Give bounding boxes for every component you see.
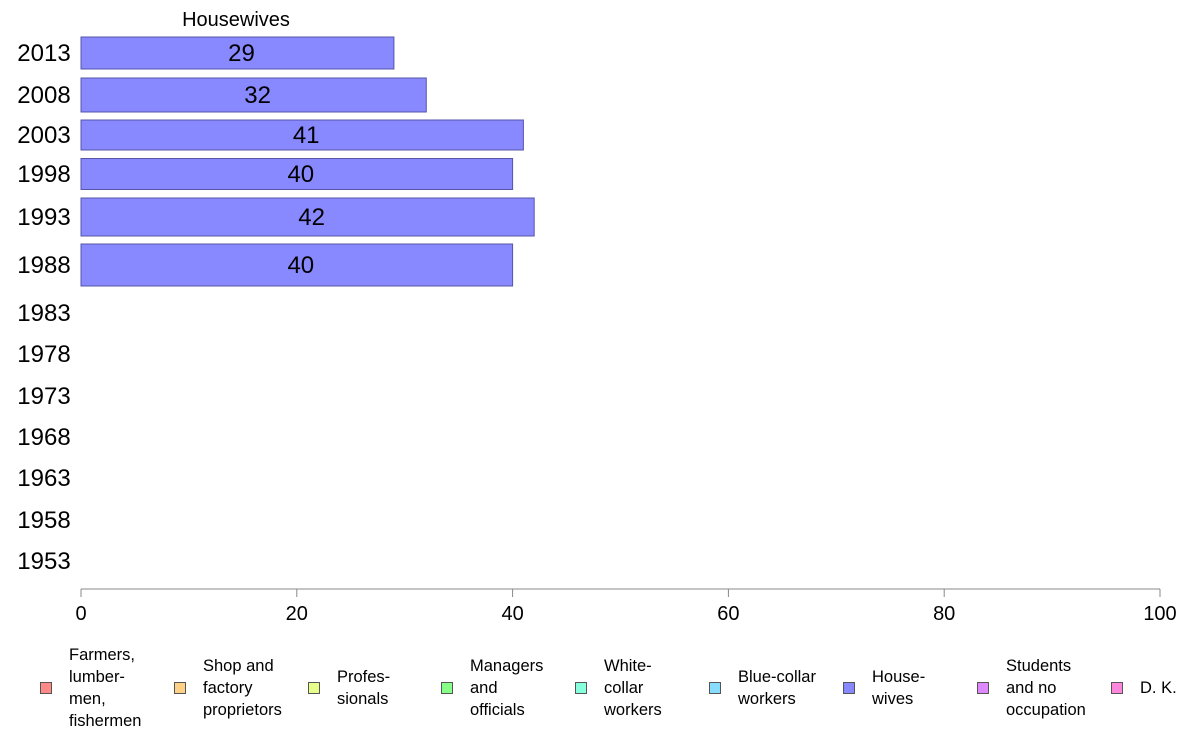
legend-label: White- collar workers	[604, 657, 662, 719]
bar-value-label: 40	[287, 161, 314, 188]
legend-item: White- collar workers	[575, 646, 662, 730]
legend-label: House- wives	[872, 668, 926, 708]
x-tick-label: 40	[501, 603, 523, 625]
legend-item: D. K.	[1111, 646, 1177, 730]
legend-item: House- wives	[843, 646, 925, 730]
y-tick-label: 2003	[17, 122, 70, 149]
legend-swatch	[575, 682, 587, 694]
y-tick-label: 1968	[17, 424, 70, 451]
legend-swatch	[174, 682, 186, 694]
x-tick-label: 20	[286, 603, 308, 625]
legend-label: Students and no occupation	[1006, 657, 1086, 719]
y-tick-label: 1953	[17, 548, 70, 575]
legend-label: D. K.	[1140, 679, 1177, 697]
chart-title: Housewives	[182, 9, 290, 31]
legend-swatch	[441, 682, 453, 694]
legend-label: Blue-collar workers	[738, 668, 816, 708]
bars: 29 32 41 40 42 40	[80, 36, 535, 287]
y-tick-label: 1993	[17, 204, 70, 231]
legend-item: Blue-collar workers	[709, 646, 816, 730]
bar-value-label: 42	[298, 204, 325, 231]
y-tick-label: 1983	[17, 300, 70, 327]
x-axis: 0 20 40 60 80 100	[75, 588, 1177, 625]
bar-value-label: 41	[293, 122, 320, 149]
y-tick-label: 1958	[17, 507, 70, 534]
legend-label: Shop and factory proprietors	[203, 657, 282, 719]
y-tick-label: 1963	[17, 465, 70, 492]
legend-swatch	[40, 682, 52, 694]
legend-swatch	[1111, 682, 1123, 694]
legend-label: Managers and officials	[470, 657, 544, 719]
y-tick-label: 2008	[17, 82, 70, 109]
bar	[80, 77, 427, 113]
bar	[80, 197, 535, 237]
legend: Farmers, lumber- men, fishermen Shop and …	[0, 646, 1188, 730]
bar	[80, 36, 395, 70]
x-tick-label: 80	[933, 603, 955, 625]
legend-item: Students and no occupation	[977, 646, 1086, 730]
y-tick-label: 1973	[17, 383, 70, 410]
x-tick-label: 0	[75, 603, 86, 625]
x-tick-label: 60	[717, 603, 739, 625]
legend-swatch	[709, 682, 721, 694]
legend-item: Farmers, lumber- men, fishermen	[40, 646, 141, 730]
bar-value-label: 32	[244, 82, 271, 109]
legend-label: Farmers, lumber- men, fishermen	[69, 646, 142, 730]
legend-swatch	[843, 682, 855, 694]
bar	[80, 119, 524, 151]
y-tick-label: 1978	[17, 341, 70, 368]
legend-swatch	[977, 682, 989, 694]
y-tick-label: 2013	[17, 40, 70, 67]
y-axis-labels: 2013 2008 2003 1998 1993 1988 1983 1978 1973 1968…	[17, 40, 70, 575]
legend-item: Profes- sionals	[308, 646, 390, 730]
bar	[80, 243, 514, 287]
legend-item: Managers and officials	[441, 646, 543, 730]
x-tick-label: 100	[1143, 603, 1176, 625]
legend-label: Profes- sionals	[337, 668, 391, 708]
y-tick-label: 1988	[17, 252, 70, 279]
y-tick-label: 1998	[17, 161, 70, 188]
legend-item: Shop and factory proprietors	[174, 646, 282, 730]
bar-value-label: 40	[287, 252, 314, 279]
bar	[80, 158, 514, 190]
bar-value-label: 29	[228, 40, 255, 67]
legend-swatch	[308, 682, 320, 694]
